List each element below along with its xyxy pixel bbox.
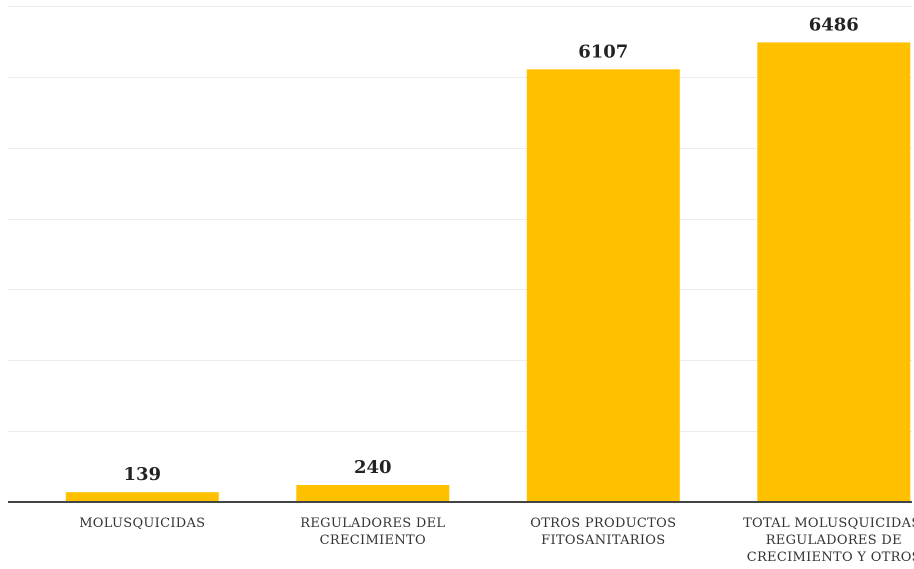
category-label-line: OTROS PRODUCTOS — [530, 516, 676, 531]
category-label-line: FITOSANITARIOS — [541, 533, 665, 548]
category-label: OTROS PRODUCTOS FITOSANITARIOS — [530, 516, 676, 548]
data-label: 6486 — [809, 14, 859, 35]
data-label: 240 — [354, 457, 392, 478]
category-label: TOTAL MOLUSQUICIDAS, REGULADORES DE CRECIM… — [743, 516, 914, 565]
gridlines — [8, 6, 912, 432]
category-label: MOLUSQUICIDAS — [79, 516, 205, 531]
data-label: 6107 — [578, 41, 628, 62]
category-label-line: CRECIMIENTO Y OTROS — [747, 550, 914, 565]
category-label-line: TOTAL MOLUSQUICIDAS, — [743, 516, 914, 531]
bar — [757, 42, 911, 503]
bars — [65, 42, 911, 503]
bar — [526, 69, 680, 503]
value-labels: 139 240 6107 6486 — [124, 14, 859, 485]
category-label-line: REGULADORES DE — [766, 533, 902, 548]
category-labels: MOLUSQUICIDAS REGULADORES DEL CRECIMIENTO O… — [79, 516, 914, 565]
data-label: 139 — [124, 464, 162, 485]
bar — [296, 485, 450, 502]
category-label-line: CRECIMIENTO — [320, 533, 426, 548]
category-label: REGULADORES DEL CRECIMIENTO — [300, 516, 445, 548]
category-label-line: REGULADORES DEL — [300, 516, 445, 531]
bar — [65, 492, 219, 502]
category-label-line: MOLUSQUICIDAS — [79, 516, 205, 531]
